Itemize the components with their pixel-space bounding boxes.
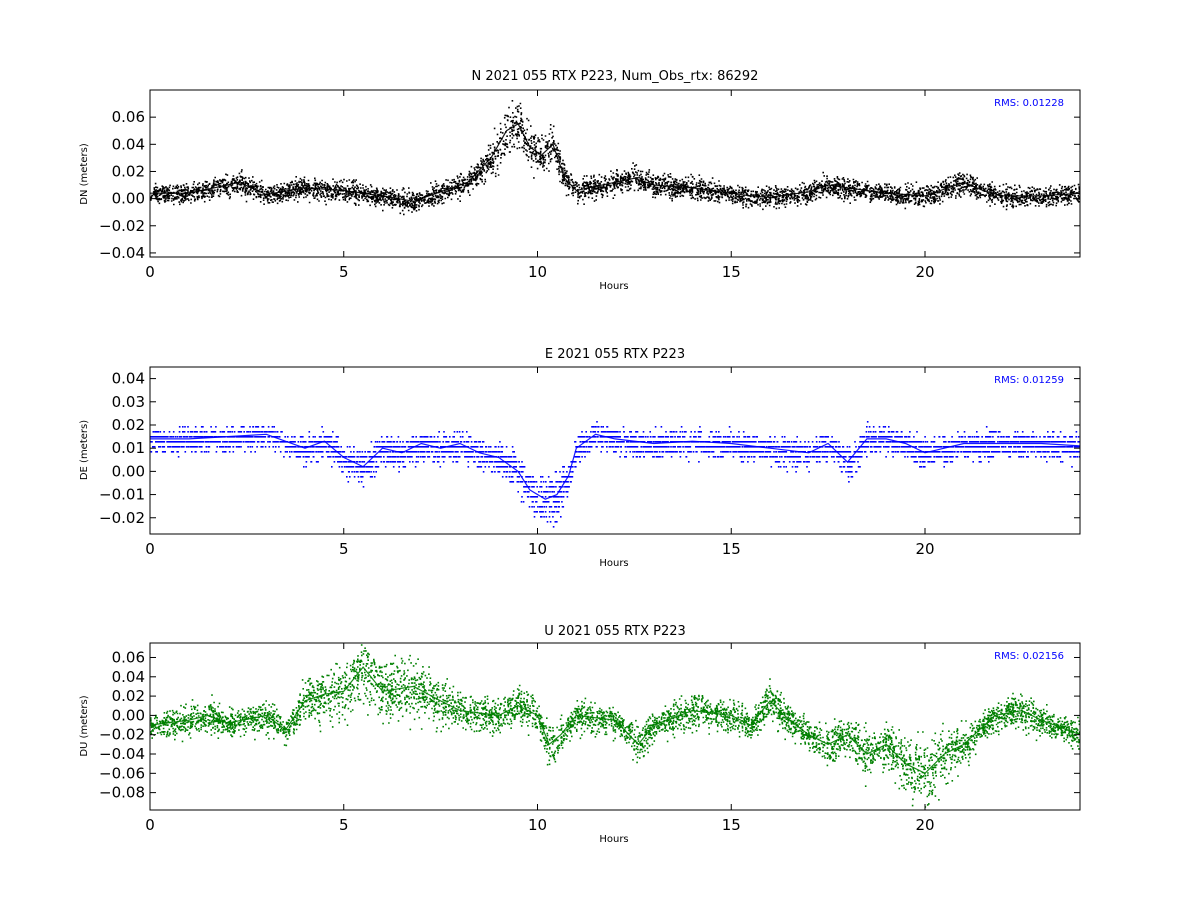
y-tick-label: −0.02: [99, 726, 145, 744]
x-tick-label: 10: [528, 263, 547, 281]
x-tick-label: 15: [722, 540, 741, 558]
chart-title: N 2021 055 RTX P223, Num_Obs_rtx: 86292: [472, 69, 759, 84]
y-tick-label: −0.04: [99, 244, 145, 262]
data-points-layer: [150, 421, 1080, 528]
x-tick-label: 5: [339, 263, 349, 281]
chart-title: U 2021 055 RTX P223: [544, 624, 686, 639]
y-tick-label: 0.02: [112, 416, 145, 434]
chart-title: E 2021 055 RTX P223: [545, 347, 685, 362]
data-points-layer: [150, 644, 1080, 808]
plot-frame: [149, 642, 1081, 811]
rms-annotation: RMS: 0.01228: [994, 98, 1064, 109]
y-tick-label: −0.06: [99, 764, 145, 782]
x-tick-label: 20: [915, 540, 934, 558]
x-tick-label: 10: [528, 816, 547, 834]
x-tick-label: 0: [145, 540, 155, 558]
data-points-layer: [150, 100, 1080, 216]
rms-annotation: RMS: 0.02156: [994, 651, 1064, 662]
y-tick-label: −0.01: [99, 486, 145, 504]
plot-frame: [149, 89, 1081, 258]
y-tick-label: 0.00: [112, 706, 145, 724]
x-tick-label: 0: [145, 816, 155, 834]
x-tick-label: 5: [339, 540, 349, 558]
x-axis-label: Hours: [599, 834, 628, 845]
y-tick-label: −0.04: [99, 745, 145, 763]
y-tick-label: −0.08: [99, 784, 145, 802]
x-tick-label: 10: [528, 540, 547, 558]
panel-east: E 2021 055 RTX P223 Hours DE (meters) RM…: [79, 347, 1081, 569]
x-axis-label: Hours: [599, 558, 628, 569]
y-tick-label: 0.02: [112, 162, 145, 180]
y-axis-label: DU (meters): [79, 695, 90, 756]
y-tick-label: 0.03: [112, 393, 145, 411]
y-axis-label: DN (meters): [79, 143, 90, 205]
y-tick-label: 0.01: [112, 439, 145, 457]
ticks-layer: 0 5 10 15 20 0.06 0.040.020.00 −0.02−0.04−0.06 −…: [99, 643, 1080, 834]
y-tick-label: 0.04: [112, 668, 145, 686]
panel-up: U 2021 055 RTX P223 Hours DU (meters) RM…: [79, 624, 1081, 845]
rms-annotation: RMS: 0.01259: [994, 375, 1064, 386]
x-tick-label: 20: [915, 263, 934, 281]
y-axis-label: DE (meters): [79, 420, 90, 480]
plot-frame: [149, 366, 1081, 535]
y-tick-label: −0.02: [99, 509, 145, 527]
x-tick-label: 5: [339, 816, 349, 834]
y-tick-label: 0.04: [112, 135, 145, 153]
series-trend-line: [150, 433, 1080, 500]
ticks-layer: 0 5 10 15 20 0.06 0.04 0.02 0.00 −0.02 −0.04: [99, 90, 1080, 281]
series-trend-line: [150, 123, 1080, 202]
y-tick-label: 0.00: [112, 190, 145, 208]
y-tick-label: 0.06: [112, 108, 145, 126]
y-tick-label: 0.06: [112, 648, 145, 666]
x-tick-label: 0: [145, 263, 155, 281]
y-tick-label: 0.04: [112, 370, 145, 388]
x-tick-label: 15: [722, 263, 741, 281]
panel-north: N 2021 055 RTX P223, Num_Obs_rtx: 86292 …: [79, 69, 1081, 292]
x-axis-label: Hours: [599, 281, 628, 292]
y-tick-label: 0.00: [112, 462, 145, 480]
x-tick-label: 20: [915, 816, 934, 834]
x-tick-label: 15: [722, 816, 741, 834]
ticks-layer: 0 5 10 15 20 0.04 0.03 0.02 0.01 0.00 −0.01 −0.02: [99, 367, 1080, 558]
y-tick-label: −0.02: [99, 217, 145, 235]
data-points: [150, 644, 1080, 808]
y-tick-label: 0.02: [112, 687, 145, 705]
series-trend-line: [150, 666, 1080, 775]
